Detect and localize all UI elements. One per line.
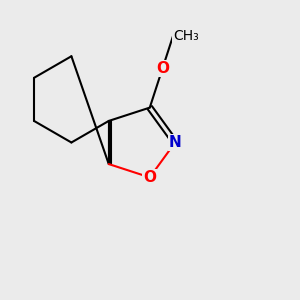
Text: CH₃: CH₃	[173, 28, 199, 43]
Text: O: O	[143, 170, 156, 185]
Text: O: O	[156, 61, 169, 76]
Text: N: N	[169, 135, 182, 150]
